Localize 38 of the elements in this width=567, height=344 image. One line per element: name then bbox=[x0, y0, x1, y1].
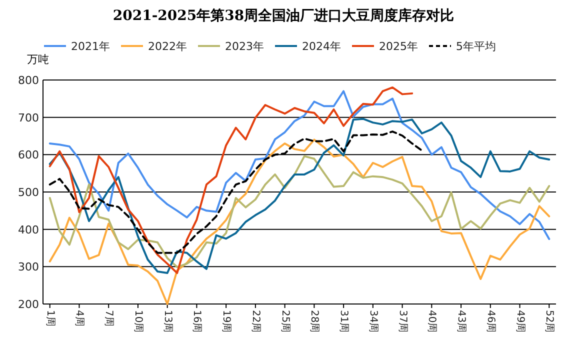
x-tick-label: 19周 bbox=[220, 310, 232, 333]
x-tick-label: 40周 bbox=[426, 310, 438, 333]
legend-label: 2024年 bbox=[302, 40, 341, 53]
line-series bbox=[48, 118, 550, 274]
legend-label: 2025年 bbox=[379, 40, 418, 53]
y-tick-label: 400 bbox=[18, 223, 39, 236]
x-tick-label: 10周 bbox=[132, 310, 144, 333]
legend-label: 2022年 bbox=[148, 40, 187, 53]
x-tick-label: 7周 bbox=[103, 310, 114, 326]
x-tick-label: 31周 bbox=[338, 310, 350, 333]
y-tick-label: 200 bbox=[18, 298, 39, 311]
x-tick-label: 4周 bbox=[74, 310, 85, 326]
x-tick-label: 43周 bbox=[456, 310, 467, 333]
legend-label: 5年平均 bbox=[456, 40, 496, 53]
y-tick-label: 700 bbox=[18, 111, 39, 124]
legend-label: 2023年 bbox=[225, 40, 264, 53]
x-tick-label: 13周 bbox=[162, 310, 173, 333]
y-tick-label: 600 bbox=[18, 148, 39, 162]
line-series bbox=[48, 138, 550, 305]
line-series bbox=[48, 155, 550, 268]
x-tick-label: 1周 bbox=[44, 310, 56, 326]
y-tick-label: 800 bbox=[18, 74, 39, 87]
y-tick-label: 300 bbox=[18, 260, 39, 274]
x-tick-label: 49周 bbox=[514, 310, 526, 333]
legend-label: 2021年 bbox=[71, 40, 110, 53]
x-tick-label: 28周 bbox=[308, 310, 320, 333]
x-tick-label: 22周 bbox=[250, 310, 261, 333]
x-tick-label: 46周 bbox=[484, 310, 496, 333]
chart-title: 2021-2025年第38周全国油厂进口大豆周度库存对比 bbox=[112, 7, 454, 24]
x-tick-label: 34周 bbox=[367, 310, 378, 333]
x-tick-label: 16周 bbox=[191, 310, 202, 333]
x-tick-label: 37周 bbox=[396, 310, 408, 333]
ylabel: 万吨 bbox=[27, 53, 49, 66]
line-series bbox=[48, 86, 414, 274]
x-tick-label: 52周 bbox=[544, 310, 555, 333]
y-tick-label: 500 bbox=[18, 186, 39, 199]
line-series bbox=[48, 90, 550, 240]
x-tick-label: 25周 bbox=[279, 310, 290, 333]
